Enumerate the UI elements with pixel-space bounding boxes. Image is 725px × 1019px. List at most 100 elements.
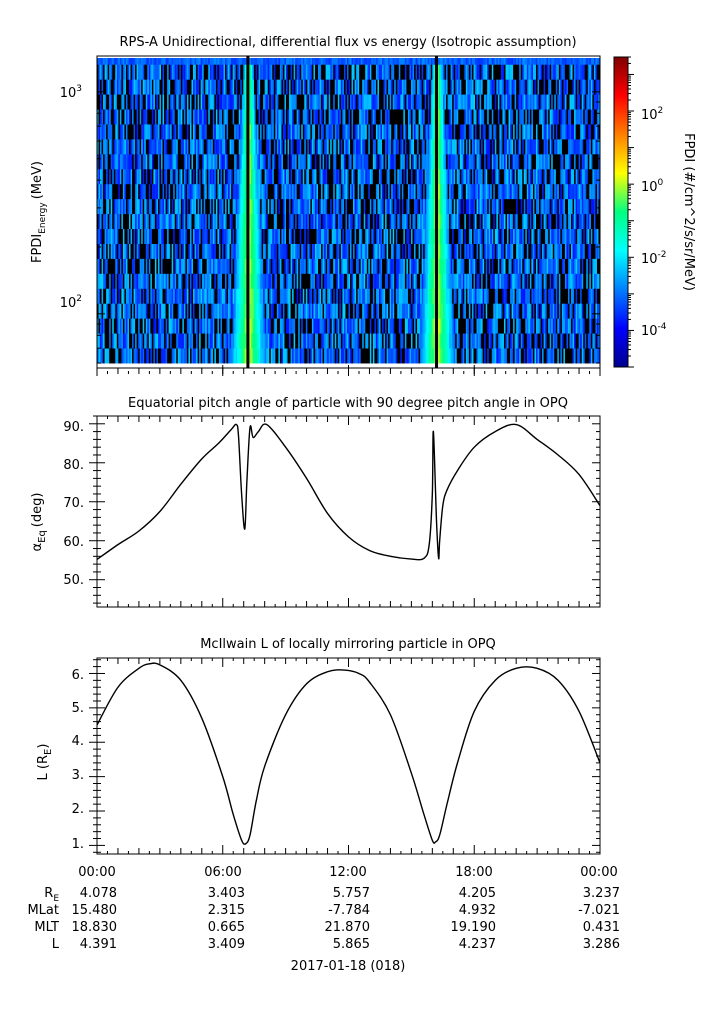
spectrogram-cell: [212, 213, 215, 230]
spectrogram-cell: [231, 213, 234, 230]
spectrogram-cell: [144, 94, 147, 110]
spectrogram-cell: [331, 183, 334, 200]
spectrogram-cell: [127, 94, 130, 110]
spectrogram-cell: [263, 64, 266, 80]
spectrogram-cell: [133, 228, 136, 244]
spectrogram-cell: [263, 333, 266, 349]
spectrogram-cell: [391, 288, 394, 304]
spectrogram-cell: [241, 213, 244, 230]
spectrogram-cell: [183, 288, 186, 304]
spectrogram-cell: [328, 273, 331, 289]
spectrogram-cell: [424, 288, 427, 304]
spectrogram-cell: [403, 183, 406, 200]
spectrogram-cell: [200, 79, 203, 95]
spectrogram-cell: [375, 94, 378, 110]
spectrogram-cell: [289, 318, 291, 334]
spectrogram-cell: [446, 183, 448, 200]
spectrogram-cell: [339, 183, 342, 200]
spectrogram-cell: [392, 348, 395, 364]
spectrogram-cell: [427, 58, 430, 65]
spectrogram-cell: [177, 273, 180, 289]
spectrogram-cell: [145, 58, 148, 65]
spectrogram-cell: [174, 228, 177, 244]
spectrogram-cell: [226, 153, 229, 170]
spectrogram-cell: [157, 318, 160, 334]
spectrogram-cell: [284, 273, 287, 289]
spectrogram-cell: [307, 168, 310, 185]
spectrogram-cell: [119, 79, 122, 95]
spectrogram-cell: [311, 58, 314, 65]
spectrogram-cell: [228, 58, 231, 65]
spectrogram-cell: [383, 79, 386, 95]
spectrogram-cell: [388, 333, 391, 349]
spectrogram-cell: [327, 273, 330, 289]
spectrogram-cell: [287, 109, 290, 125]
spectrogram-cell: [362, 79, 365, 95]
spectrogram-cell: [202, 153, 205, 170]
spectrogram-cell: [151, 183, 154, 200]
spectrogram-cell: [106, 243, 109, 259]
spectrogram-cell: [186, 213, 189, 230]
spectrogram-cell: [174, 109, 177, 125]
spectrogram-cell: [301, 348, 304, 364]
spectrogram-cell: [316, 64, 319, 80]
spectrogram-cell: [116, 58, 119, 65]
spectrogram-cell: [107, 139, 110, 155]
spectrogram-cell: [400, 318, 403, 334]
spectrogram-cell: [452, 79, 455, 95]
spectrogram-cell: [318, 303, 320, 319]
spectrogram-cell: [275, 124, 278, 140]
spectrogram-cell: [382, 94, 384, 110]
spectrogram-cell: [293, 64, 296, 80]
spectrogram-cell: [417, 153, 420, 170]
spectrogram-cell: [191, 288, 194, 304]
spectrogram-cell: [439, 109, 442, 125]
spectrogram-cell: [193, 94, 195, 110]
spectrogram-cell: [407, 168, 410, 185]
spectrogram-cell: [115, 333, 118, 349]
spectrogram-cell: [308, 213, 311, 230]
spectrogram-cell: [286, 79, 288, 95]
spectrogram-cell: [110, 64, 113, 80]
spectrogram-cell: [391, 258, 394, 274]
spectrogram-cell: [407, 288, 410, 304]
spectrogram-cell: [388, 273, 391, 289]
spectrogram-cell: [202, 58, 205, 65]
spectrogram-cell: [348, 109, 351, 125]
spectrogram-cell: [292, 153, 295, 170]
spectrogram-cell: [362, 288, 365, 304]
spectrogram-cell: [270, 64, 273, 80]
spectrogram-cell: [360, 258, 363, 274]
spectrogram-cell: [328, 153, 331, 170]
spectrogram-cell: [325, 139, 328, 155]
spectrogram-cell: [398, 139, 401, 155]
spectrogram-cell: [226, 258, 229, 274]
spectrogram-cell: [144, 198, 147, 215]
spectrogram-cell: [151, 124, 154, 140]
spectrogram-cell: [322, 333, 325, 349]
spectrogram-cell: [225, 348, 227, 364]
spectrogram-cell: [357, 198, 360, 215]
spectrogram-cell: [217, 124, 220, 140]
spectrogram-cell: [444, 79, 447, 95]
spectrogram-cell: [193, 153, 195, 170]
spectrogram-cell: [109, 64, 112, 80]
spectrogram-cell: [357, 109, 360, 125]
spectrogram-cell: [346, 288, 349, 304]
spectrogram-cell: [257, 79, 259, 95]
spectrogram-cell: [282, 303, 285, 319]
spectrogram-cell: [418, 333, 421, 349]
spectrogram-cell: [318, 273, 320, 289]
spectrogram-cell: [235, 124, 238, 140]
spectrogram-cell: [136, 109, 139, 125]
spectrogram-cell: [313, 318, 316, 334]
spectrogram-cell: [150, 124, 153, 140]
spectrogram-cell: [276, 333, 279, 349]
spectrogram-cell: [351, 183, 354, 200]
spectrogram-cell: [234, 333, 237, 349]
spectrogram-cell: [176, 303, 179, 319]
spectrogram-cell: [337, 139, 340, 155]
spectrogram-cell: [409, 333, 412, 349]
spectrogram-cell: [296, 183, 299, 200]
spectrogram-cell: [427, 288, 430, 304]
